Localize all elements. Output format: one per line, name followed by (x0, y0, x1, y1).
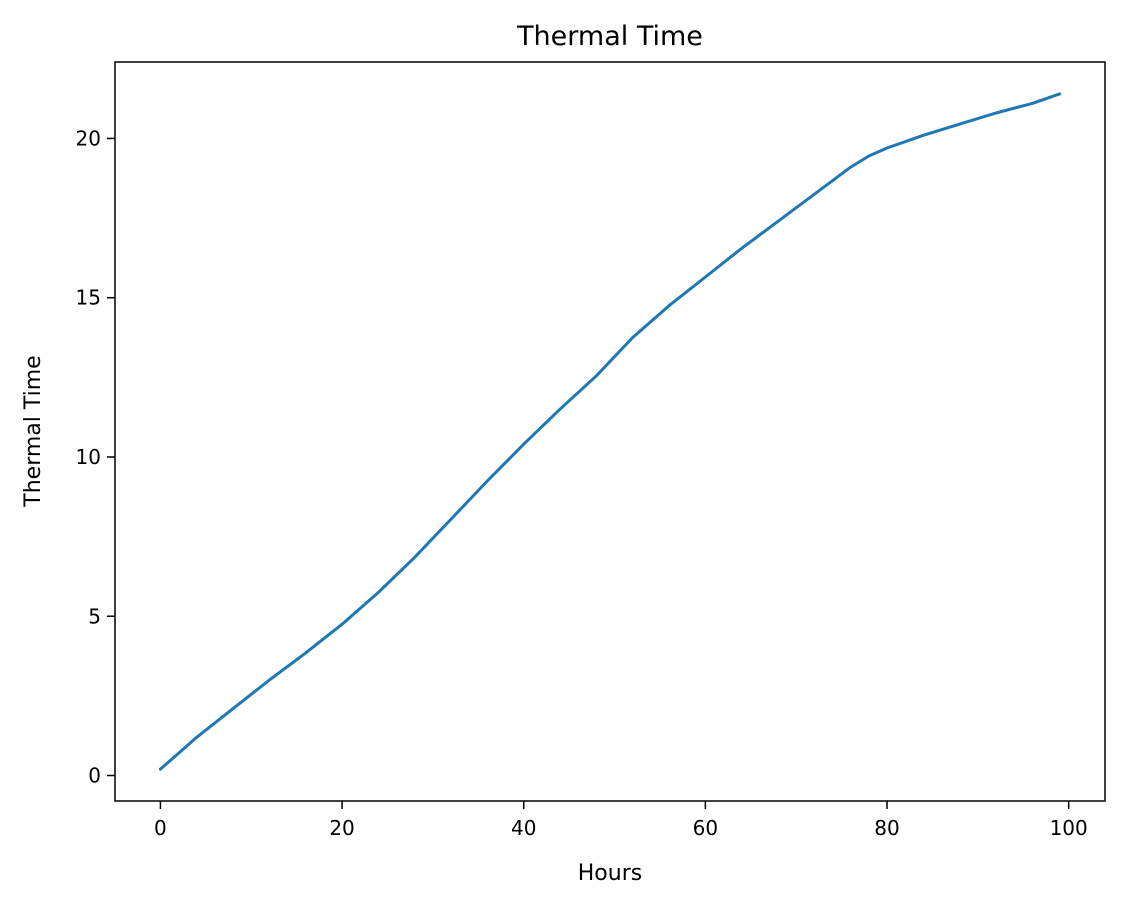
y-tick-label: 5 (88, 604, 101, 628)
y-tick-label: 0 (88, 764, 101, 788)
x-axis-label: Hours (578, 861, 642, 886)
series-line (158, 92, 1062, 771)
x-axis-ticks: 0 20 40 60 80 100 (154, 801, 1088, 840)
plot-area-frame (114, 61, 1106, 802)
chart-title: Thermal Time (516, 21, 703, 52)
y-tick-label: 20 (76, 126, 101, 150)
x-tick-label: 100 (1050, 816, 1088, 840)
x-tick-label: 20 (329, 816, 354, 840)
x-tick-label: 0 (154, 816, 167, 840)
x-tick-label: 60 (693, 816, 718, 840)
y-axis-label: Thermal Time (21, 355, 46, 507)
y-tick-label: 10 (76, 445, 101, 469)
y-axis-ticks: 0 5 10 15 20 (76, 126, 115, 788)
x-tick-label: 40 (511, 816, 536, 840)
y-tick-label: 15 (76, 286, 101, 310)
x-tick-label: 80 (874, 816, 899, 840)
